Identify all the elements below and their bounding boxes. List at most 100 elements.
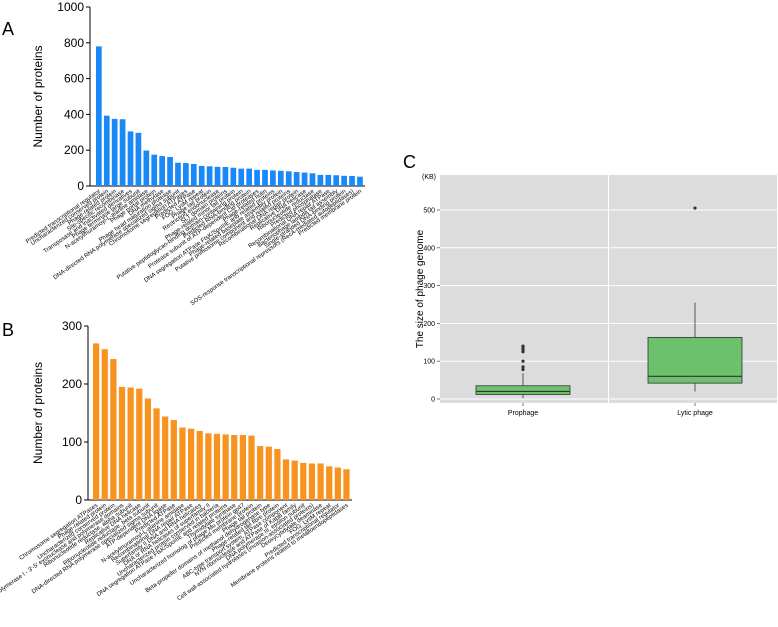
y-tick-label: 0	[431, 397, 435, 404]
y-axis-label: The size of phage genome	[415, 229, 426, 348]
bar	[231, 435, 238, 500]
y-axis-label: Number of proteins	[31, 362, 45, 464]
y-tick-label: 400	[64, 107, 84, 121]
bar	[265, 446, 272, 500]
bar	[110, 359, 117, 500]
y-tick-label: 500	[423, 208, 435, 215]
bar	[334, 467, 341, 500]
bar	[238, 168, 245, 186]
bar	[293, 172, 300, 186]
bar	[357, 176, 363, 186]
bar	[153, 408, 160, 500]
panel-letter-c: C	[403, 152, 416, 172]
unit-label: (KB)	[422, 174, 436, 181]
bar	[111, 118, 118, 186]
outlier-point	[521, 367, 525, 372]
outlier-point	[521, 344, 525, 348]
bar	[282, 459, 290, 500]
bar	[205, 433, 212, 500]
bar	[162, 416, 169, 500]
y-tick-label: 200	[423, 321, 435, 328]
bar	[175, 162, 181, 186]
box-plot-c: 0 100 200 300 400 500 (KB) The size of phage ge…	[415, 174, 777, 417]
bar	[187, 428, 195, 500]
bar	[135, 132, 142, 186]
bar	[93, 343, 100, 500]
bar	[248, 435, 255, 500]
bar	[179, 427, 186, 500]
bar	[285, 171, 292, 186]
bar	[246, 168, 253, 186]
bar	[206, 166, 213, 186]
panel-letter-a: A	[2, 19, 14, 39]
y-axis-label: Number of proteins	[31, 45, 45, 147]
bar	[196, 430, 203, 500]
y-tick-label: 100	[423, 359, 435, 366]
y-tick-label: 200	[62, 377, 82, 391]
bar	[151, 154, 158, 186]
bar	[317, 174, 324, 186]
x-tick-label: Lytic phage	[677, 410, 713, 417]
bar	[119, 119, 126, 186]
bar	[118, 386, 126, 500]
panel-letter-b: B	[2, 320, 14, 340]
bar	[101, 349, 108, 500]
bar	[222, 434, 229, 500]
bar	[277, 170, 284, 186]
bar	[309, 173, 316, 186]
y-tick-label: 800	[64, 36, 84, 50]
bar	[270, 170, 276, 186]
y-tick-label: 400	[423, 245, 435, 252]
bar	[214, 166, 221, 186]
bar	[343, 469, 350, 500]
y-tick-label: 1000	[57, 0, 84, 14]
bar	[159, 156, 165, 186]
bar	[198, 165, 205, 186]
bar	[291, 460, 298, 500]
bar	[103, 115, 110, 186]
bar	[239, 435, 246, 500]
bar	[127, 131, 134, 186]
bar	[262, 169, 268, 186]
y-tick-label: 300	[62, 319, 82, 333]
bar	[254, 169, 260, 186]
bar	[127, 387, 134, 500]
y-tick-label: 300	[423, 283, 435, 290]
bar	[213, 433, 221, 500]
bar	[317, 463, 324, 500]
bar	[222, 167, 229, 186]
bar	[230, 167, 237, 186]
x-tick-label: Prophage	[508, 410, 538, 417]
bar	[143, 150, 150, 186]
y-tick-label: 600	[64, 72, 84, 86]
bar	[274, 448, 281, 500]
bar	[170, 419, 177, 500]
box	[475, 385, 571, 395]
bar	[183, 163, 189, 186]
bar	[308, 463, 316, 500]
outlier-point	[521, 359, 525, 363]
outlier-point	[521, 365, 525, 369]
y-tick-label: 0	[77, 179, 84, 193]
bar	[301, 172, 308, 186]
bar	[96, 46, 102, 186]
bar	[136, 388, 143, 500]
bar	[341, 175, 347, 186]
bar	[167, 157, 173, 186]
bar	[349, 175, 355, 186]
box	[647, 336, 743, 384]
bar	[333, 175, 340, 186]
y-tick-label: 100	[62, 435, 82, 449]
bar	[325, 174, 332, 186]
bar	[257, 446, 264, 500]
outlier-point	[693, 206, 697, 210]
y-tick-label: 200	[64, 143, 84, 157]
y-tick-label: 0	[75, 493, 82, 507]
bar	[190, 163, 197, 186]
bar	[326, 466, 333, 500]
bar	[300, 462, 307, 500]
bar	[144, 398, 152, 500]
